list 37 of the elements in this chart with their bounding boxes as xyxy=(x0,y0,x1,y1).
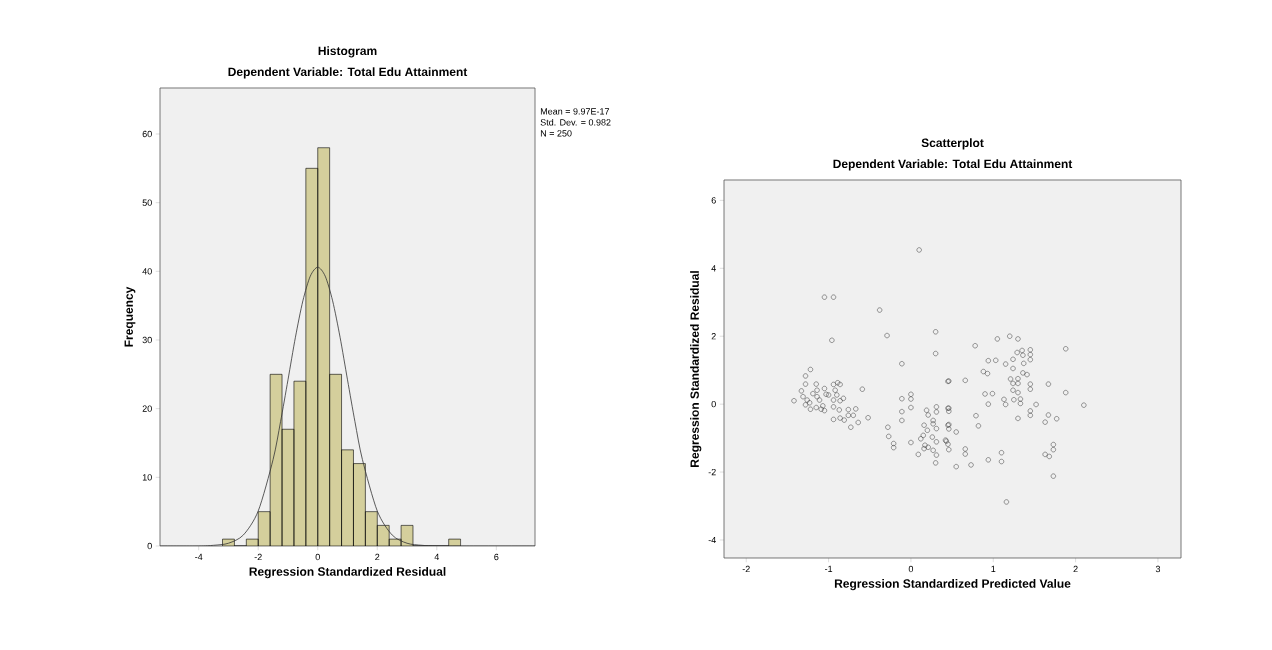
x-tick-label: 0 xyxy=(315,553,320,561)
x-tick-label: -2 xyxy=(254,553,262,561)
y-axis-title: Regression Standardized Residual xyxy=(690,271,702,467)
x-tick-label: -1 xyxy=(824,565,833,572)
y-tick-label: -4 xyxy=(708,536,716,544)
y-tick-label: 4 xyxy=(711,265,716,272)
y-tick-label: 40 xyxy=(142,268,152,275)
chart-subtitle: Dependent Variable: Total Edu Attainment xyxy=(228,67,468,79)
y-tick-label: 60 xyxy=(142,130,152,138)
chart-subtitle: Dependent Variable: Total Edu Attainment xyxy=(833,159,1073,171)
y-tick-label: -2 xyxy=(708,468,716,476)
x-tick-label: 1 xyxy=(991,565,996,572)
x-tick-label: 2 xyxy=(375,553,380,561)
x-tick-label: 3 xyxy=(1155,565,1161,573)
x-axis-title: Regression Standardized Residual xyxy=(249,567,446,579)
y-tick-label: 0 xyxy=(147,542,152,550)
y-axis-title: Frequency xyxy=(124,286,136,347)
chart-title: Scatterplot xyxy=(921,138,984,150)
text: Std. Dev. = 0.982 xyxy=(540,118,611,126)
x-tick-label: 4 xyxy=(434,553,440,560)
y-tick-label: 2 xyxy=(711,333,716,340)
x-tick-label: 0 xyxy=(908,565,914,573)
chart-title: Histogram xyxy=(318,46,377,58)
text: N = 250 xyxy=(540,130,572,137)
y-tick-label: 20 xyxy=(142,405,152,412)
y-tick-label: 0 xyxy=(711,400,716,408)
y-tick-label: 10 xyxy=(142,474,152,481)
x-axis-title: Regression Standardized Predicted Value xyxy=(834,579,1071,591)
x-tick-label: 6 xyxy=(494,553,499,561)
x-tick-label: -2 xyxy=(742,565,750,573)
y-tick-label: 30 xyxy=(142,336,152,344)
x-tick-label: 2 xyxy=(1073,565,1078,573)
line-series xyxy=(160,266,536,546)
y-tick-label: 50 xyxy=(142,199,152,206)
text: Mean = 9.97E-17 xyxy=(540,108,610,115)
y-tick-label: 6 xyxy=(711,197,716,204)
x-tick-label: -4 xyxy=(195,553,203,560)
